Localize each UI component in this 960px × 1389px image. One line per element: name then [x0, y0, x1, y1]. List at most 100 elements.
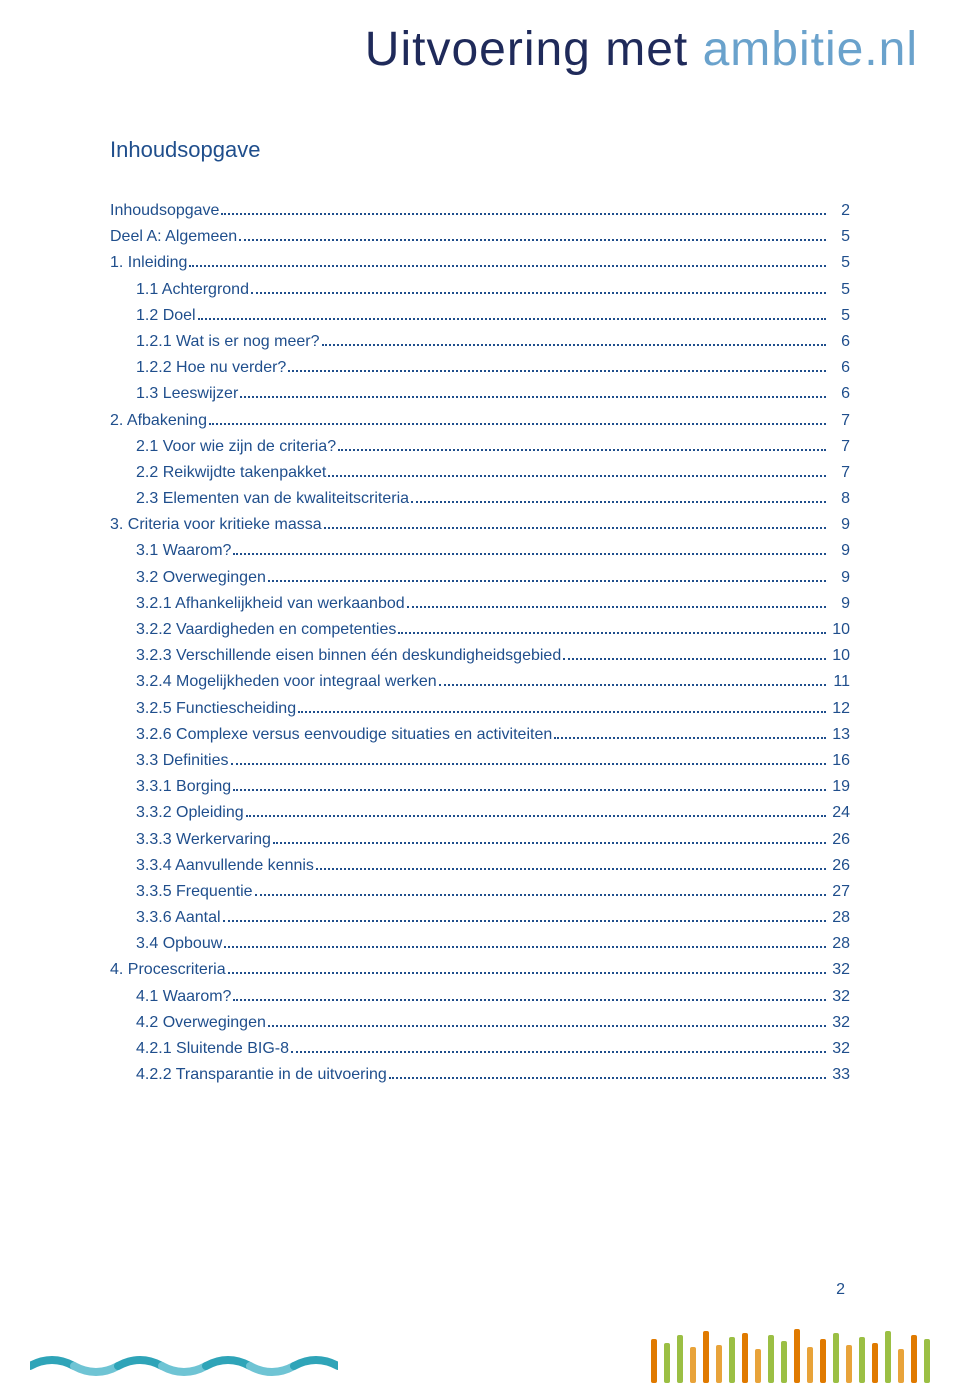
footer-bar [664, 1343, 670, 1383]
toc-entry-page: 9 [828, 513, 850, 536]
toc-entry[interactable]: 2.3 Elementen van de kwaliteitscriteria8 [110, 487, 850, 510]
toc-entry-page: 7 [828, 409, 850, 432]
toc-entry[interactable]: 3.2.4 Mogelijkheden voor integraal werke… [110, 670, 850, 693]
toc-entry-page: 5 [828, 304, 850, 327]
toc-entry-page: 6 [828, 356, 850, 379]
toc-entry-page: 9 [828, 566, 850, 589]
footer-bar [807, 1347, 813, 1383]
toc-entry-page: 7 [828, 435, 850, 458]
toc-entry[interactable]: 3.2.5 Functiescheiding 12 [110, 697, 850, 720]
toc-entry[interactable]: 4.1 Waarom?32 [110, 985, 850, 1008]
toc-entry-label: 1. Inleiding [110, 251, 187, 274]
toc-entry[interactable]: 1.2.2 Hoe nu verder?6 [110, 356, 850, 379]
toc-entry-label: 3.4 Opbouw [136, 932, 222, 955]
toc-entry[interactable]: 4. Procescriteria32 [110, 958, 850, 981]
toc-entry[interactable]: 1.3 Leeswijzer6 [110, 382, 850, 405]
toc-leader-dots [273, 833, 826, 843]
footer-bar [885, 1331, 891, 1383]
toc-leader-dots [291, 1043, 826, 1053]
toc-entry-page: 9 [828, 592, 850, 615]
toc-entry[interactable]: 3.2.1 Afhankelijkheid van werkaanbod9 [110, 592, 850, 615]
toc-entry-label: 3.3.2 Opleiding [136, 801, 244, 824]
toc-entry[interactable]: 2.2 Reikwijdte takenpakket 7 [110, 461, 850, 484]
toc-entry[interactable]: 3.3.5 Frequentie27 [110, 880, 850, 903]
footer-bar [820, 1339, 826, 1383]
toc-entry-page: 6 [828, 382, 850, 405]
toc-entry-label: 2.3 Elementen van de kwaliteitscriteria [136, 487, 409, 510]
toc-entry[interactable]: 4.2.1 Sluitende BIG-832 [110, 1037, 850, 1060]
toc-leader-dots [322, 336, 827, 346]
toc-leader-dots [246, 807, 826, 817]
toc-entry-label: 3.2.3 Verschillende eisen binnen één des… [136, 644, 561, 667]
toc-entry-page: 28 [828, 932, 850, 955]
toc-entry-page: 9 [828, 539, 850, 562]
toc-entry[interactable]: 3.2.3 Verschillende eisen binnen één des… [110, 644, 850, 667]
toc-entry[interactable]: 3.3.1 Borging19 [110, 775, 850, 798]
toc-leader-dots [240, 388, 826, 398]
toc-entry-page: 19 [828, 775, 850, 798]
footer-bar [911, 1335, 917, 1383]
toc-leader-dots [316, 859, 826, 869]
toc-entry[interactable]: Inhoudsopgave2 [110, 199, 850, 222]
toc-entry-label: 4.2.1 Sluitende BIG-8 [136, 1037, 289, 1060]
toc-leader-dots [233, 545, 826, 555]
toc-entry-label: 2. Afbakening [110, 409, 207, 432]
toc-leader-dots [439, 676, 826, 686]
toc-entry[interactable]: 3.3.2 Opleiding 24 [110, 801, 850, 824]
toc-entry[interactable]: 3.2.2 Vaardigheden en competenties10 [110, 618, 850, 641]
toc-leader-dots [411, 493, 826, 503]
toc-entry-page: 6 [828, 330, 850, 353]
toc-entry-label: 3.2.5 Functiescheiding [136, 697, 296, 720]
toc-entry[interactable]: 3.3.6 Aantal28 [110, 906, 850, 929]
toc-leader-dots [239, 231, 826, 241]
toc-entry-page: 12 [828, 697, 850, 720]
toc-entry-label: 4.1 Waarom? [136, 985, 231, 1008]
toc-entry[interactable]: 3.2.6 Complexe versus eenvoudige situati… [110, 723, 850, 746]
toc-entry-page: 10 [828, 644, 850, 667]
toc-leader-dots [198, 309, 826, 319]
footer-bar [794, 1329, 800, 1383]
toc-entry-label: 2.2 Reikwijdte takenpakket [136, 461, 326, 484]
toc-entry[interactable]: 1.2.1 Wat is er nog meer?6 [110, 330, 850, 353]
toc-entry[interactable]: 3.3.4 Aanvullende kennis26 [110, 854, 850, 877]
toc-entry[interactable]: 1.2 Doel5 [110, 304, 850, 327]
toc-entry-page: 11 [828, 670, 850, 693]
toc-entry-page: 10 [828, 618, 850, 641]
toc-leader-dots [298, 702, 826, 712]
toc-entry[interactable]: 1.1 Achtergrond5 [110, 278, 850, 301]
toc-entry[interactable]: 2. Afbakening 7 [110, 409, 850, 432]
toc-entry[interactable]: 3.4 Opbouw 28 [110, 932, 850, 955]
toc-leader-dots [209, 414, 826, 424]
toc-entry-label: 3.1 Waarom? [136, 539, 231, 562]
footer-bar [898, 1349, 904, 1383]
toc-entry[interactable]: 3.1 Waarom? 9 [110, 539, 850, 562]
toc-leader-dots [255, 885, 826, 895]
document-page: Uitvoering met ambitie.nl Inhoudsopgave … [0, 0, 960, 1389]
toc-entry[interactable]: 1. Inleiding 5 [110, 251, 850, 274]
toc-entry-label: 3.3.3 Werkervaring [136, 828, 271, 851]
toc-leader-dots [231, 755, 827, 765]
toc-entry[interactable]: 4.2.2 Transparantie in de uitvoering33 [110, 1063, 850, 1086]
toc-entry-label: 4.2 Overwegingen [136, 1011, 266, 1034]
toc-entry-label: 3.2.6 Complexe versus eenvoudige situati… [136, 723, 552, 746]
content-area: Inhoudsopgave Inhoudsopgave2Deel A: Alge… [0, 87, 960, 1086]
toc-entry-label: 3. Criteria voor kritieke massa [110, 513, 322, 536]
toc-entry-page: 5 [828, 251, 850, 274]
toc-entry[interactable]: 3.3.3 Werkervaring26 [110, 828, 850, 851]
footer-bar [846, 1345, 852, 1383]
toc-entry-page: 7 [828, 461, 850, 484]
footer-bar [781, 1341, 787, 1383]
footer-decoration [0, 1319, 960, 1389]
toc-entry-page: 32 [828, 1011, 850, 1034]
toc-entry[interactable]: 3.3 Definities16 [110, 749, 850, 772]
toc-entry-page: 24 [828, 801, 850, 824]
toc-entry[interactable]: 3. Criteria voor kritieke massa 9 [110, 513, 850, 536]
toc-entry[interactable]: 4.2 Overwegingen 32 [110, 1011, 850, 1034]
toc-leader-dots [268, 1016, 826, 1026]
toc-entry[interactable]: Deel A: Algemeen5 [110, 225, 850, 248]
toc-leader-dots [224, 938, 826, 948]
toc-entry[interactable]: 3.2 Overwegingen9 [110, 566, 850, 589]
toc-leader-dots [221, 205, 826, 215]
toc-entry-page: 5 [828, 278, 850, 301]
toc-entry[interactable]: 2.1 Voor wie zijn de criteria?7 [110, 435, 850, 458]
